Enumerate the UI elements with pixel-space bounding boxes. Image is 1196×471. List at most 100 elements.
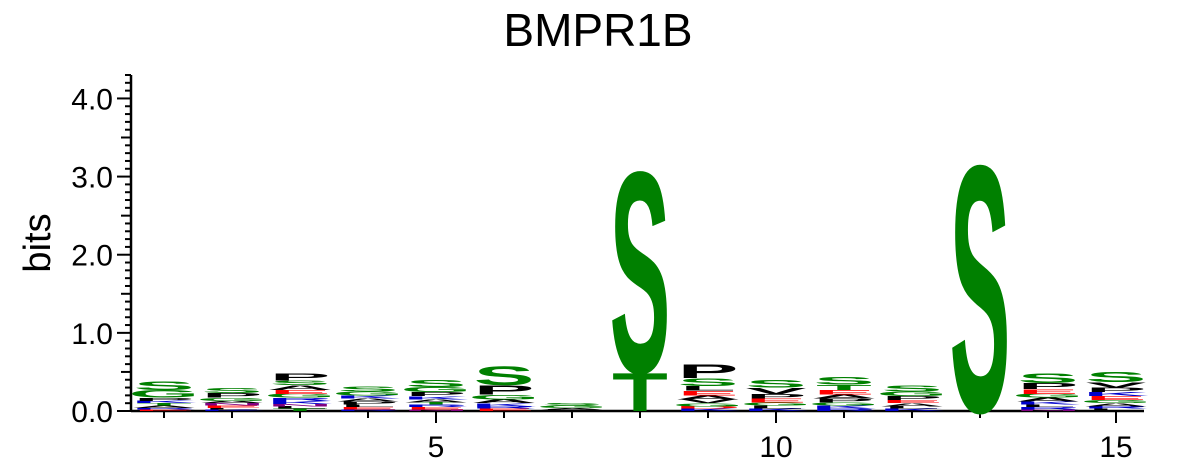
logo-letter-A: A xyxy=(199,400,265,404)
x-tick-label: 15 xyxy=(1099,431,1132,464)
logo-letter-P: P xyxy=(474,383,535,398)
logo-letter-E: E xyxy=(746,398,807,404)
logo-letter-R: R xyxy=(811,408,877,412)
logo-letter-G: G xyxy=(401,385,472,394)
logo-letter-G: G xyxy=(809,402,880,407)
logo-letter-K: K xyxy=(335,395,401,400)
logo-letter-E: E xyxy=(134,409,195,411)
logo-letter-N: N xyxy=(403,409,469,411)
logo-letter-E: E xyxy=(1018,388,1079,395)
logo-letter-S: S xyxy=(950,92,1011,471)
logo-letter-L: L xyxy=(884,406,940,410)
logo-letter-P: P xyxy=(202,392,263,399)
logo-letter-T: T xyxy=(136,403,192,407)
logo-letter-S: S xyxy=(202,386,263,395)
logo-letter-G: G xyxy=(1013,393,1084,399)
logo-letter-A: A xyxy=(811,394,877,400)
logo-letter-K: K xyxy=(879,408,945,412)
logo-letter-V: V xyxy=(678,398,739,404)
logo-letter-S: S xyxy=(882,384,943,394)
logo-letter-N: N xyxy=(199,403,265,407)
logo-letter-S: S xyxy=(134,379,195,392)
logo-letter-K: K xyxy=(199,409,265,411)
logo-letter-S: S xyxy=(542,403,603,407)
y-tick-label: 4.0 xyxy=(71,83,113,116)
logo-letter-K: K xyxy=(1015,401,1081,406)
logo-letter-T: T xyxy=(816,383,872,392)
logo-letter-L: L xyxy=(680,385,736,392)
logo-letter-E: E xyxy=(814,389,875,396)
logo-letter-T: T xyxy=(272,408,328,412)
logo-letter-E: E xyxy=(882,399,943,404)
logo-letter-E: E xyxy=(678,389,739,396)
logo-letter-P: P xyxy=(542,409,603,411)
logo-letter-N: N xyxy=(267,403,333,407)
logo-letter-K: K xyxy=(1083,391,1149,397)
logo-letter-R: R xyxy=(267,397,333,402)
logo-letter-V: V xyxy=(746,386,807,396)
logo-letter-A: A xyxy=(539,407,605,409)
logo-letter-P: P xyxy=(1086,386,1147,393)
logo-letter-E: E xyxy=(270,389,331,395)
y-axis: 0.0 1.0 2.0 3.0 4.0 xyxy=(71,74,133,429)
logo-letter-K: K xyxy=(403,395,469,400)
logo-letter-G: G xyxy=(673,402,744,407)
logo-letter-P: P xyxy=(814,398,875,404)
logo-letter-S: S xyxy=(814,375,875,387)
logo-letter-P: P xyxy=(406,391,467,397)
logo-letter-K: K xyxy=(471,402,537,407)
x-tick-label: 10 xyxy=(759,431,792,464)
logo-letter-A: A xyxy=(131,405,197,409)
logo-letter-V: V xyxy=(1086,381,1147,390)
logo-letter-E: E xyxy=(406,407,467,411)
logo-letter-L: L xyxy=(748,405,804,410)
logo-letter-N: N xyxy=(1015,409,1081,411)
logo-letter-E: E xyxy=(1086,395,1147,401)
logo-letter-K: K xyxy=(131,400,197,404)
logo-letter-T: T xyxy=(612,362,668,423)
y-tick-label: 1.0 xyxy=(71,318,113,351)
logo-letter-P: P xyxy=(678,360,739,382)
logo-column-8: TS xyxy=(610,113,671,434)
logo-letter-R: R xyxy=(1083,406,1149,410)
logo-letter-L: L xyxy=(1088,408,1144,412)
logo-letter-K: K xyxy=(743,408,809,412)
logo-letter-E: E xyxy=(474,408,535,412)
logo-letter-L: L xyxy=(1020,404,1076,408)
y-tick-label: 3.0 xyxy=(71,162,113,195)
logo-letter-P: P xyxy=(338,401,399,406)
logo-letter-S: S xyxy=(678,376,739,388)
logo-letter-R: R xyxy=(335,409,401,411)
logo-letter-A: A xyxy=(267,384,333,391)
logo-letter-A: A xyxy=(403,399,469,404)
logo-letter-A: A xyxy=(879,402,945,407)
y-tick-label: 2.0 xyxy=(71,240,113,273)
logo-letter-A: A xyxy=(1015,397,1081,403)
logo-letter-R: R xyxy=(131,407,197,409)
logo-letter-S: S xyxy=(270,379,331,386)
logo-column-13: S xyxy=(950,92,1011,471)
logo-letter-A: A xyxy=(335,398,401,403)
logo-letter-G: G xyxy=(333,390,404,396)
logo-letter-R: R xyxy=(471,406,537,410)
logo-letter-G: G xyxy=(129,388,200,400)
logo-letter-R: R xyxy=(1015,407,1081,411)
logo-letter-A: A xyxy=(675,394,741,400)
logo-letter-P: P xyxy=(882,395,943,401)
logo-letter-S: S xyxy=(474,361,535,391)
logo-letter-G: G xyxy=(197,397,268,402)
logo-letter-K: K xyxy=(675,408,741,412)
logo-letter-P: P xyxy=(746,393,807,400)
logo-letter-S: S xyxy=(746,378,807,390)
logo-letter-L: L xyxy=(204,407,260,409)
y-axis-label: bits xyxy=(17,213,59,272)
